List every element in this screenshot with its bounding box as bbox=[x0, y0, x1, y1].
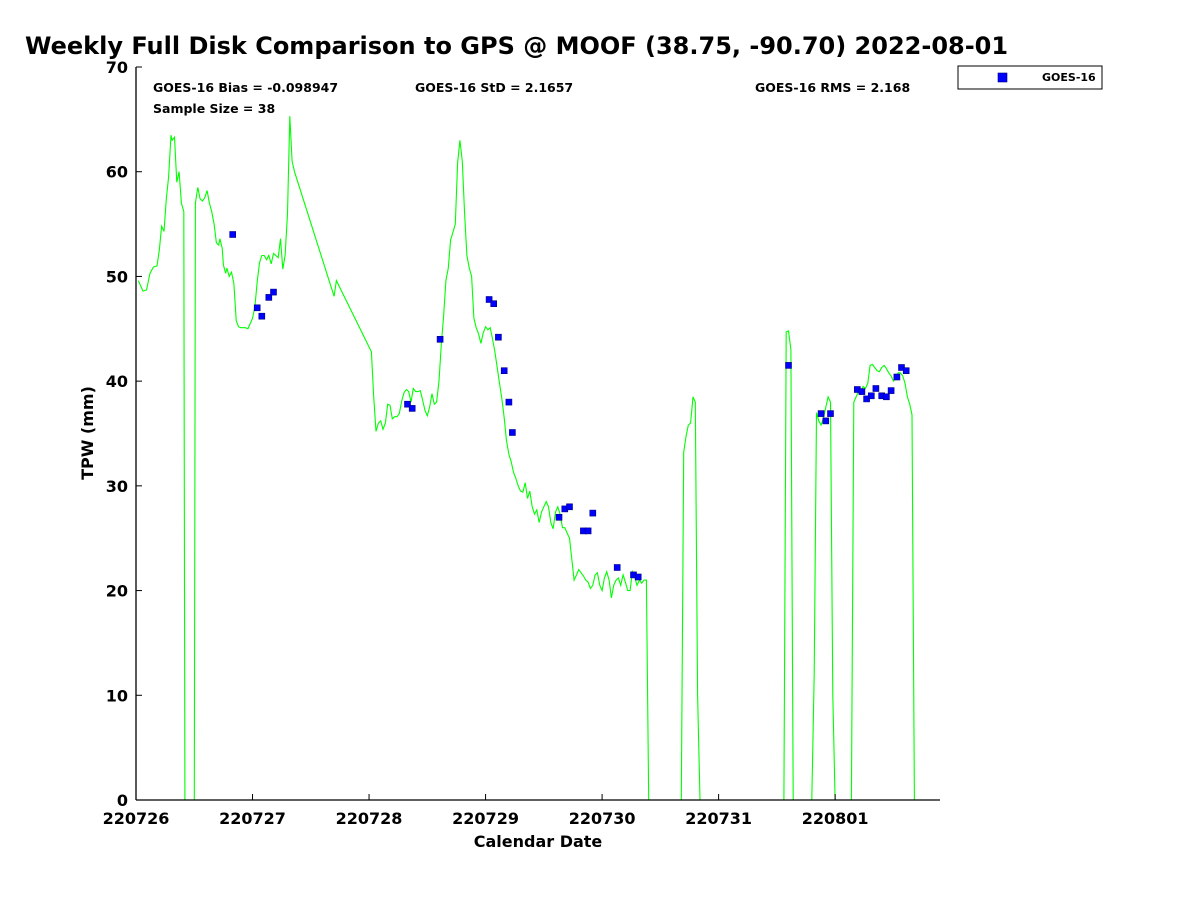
x-tick-label: 220801 bbox=[802, 809, 869, 828]
goes16-point bbox=[555, 513, 563, 521]
goes16-point bbox=[408, 405, 416, 412]
bias-stat: GOES-16 Bias = -0.098947 bbox=[153, 80, 338, 95]
gps-tpw-line bbox=[137, 116, 915, 801]
goes16-point bbox=[436, 335, 444, 343]
goes16-point bbox=[265, 294, 273, 301]
goes16-point bbox=[613, 564, 621, 571]
y-axis-label: TPW (mm) bbox=[78, 386, 97, 480]
goes16-point bbox=[505, 398, 513, 406]
goes16-point bbox=[258, 312, 266, 320]
goes16-point bbox=[509, 429, 516, 436]
legend: GOES-16 bbox=[957, 65, 1103, 90]
gps-series bbox=[137, 116, 915, 801]
goes16-point bbox=[500, 367, 508, 375]
x-axis-label: Calendar Date bbox=[474, 832, 603, 851]
goes16-point bbox=[584, 527, 592, 535]
goes16-point bbox=[634, 573, 642, 581]
y-tick-label: 70 bbox=[106, 58, 128, 77]
goes16-point bbox=[485, 296, 493, 303]
goes16-point bbox=[902, 367, 910, 375]
x-tick-label: 220731 bbox=[685, 809, 752, 828]
y-tick-label: 40 bbox=[106, 372, 128, 391]
legend-marker-goes16 bbox=[997, 72, 1008, 83]
goes16-point bbox=[822, 417, 830, 425]
goes16-point bbox=[270, 288, 277, 296]
goes16-point bbox=[887, 387, 895, 394]
goes16-point bbox=[566, 503, 573, 511]
x-tick-label: 220728 bbox=[336, 809, 403, 828]
x-tick-label: 220726 bbox=[103, 809, 170, 828]
y-tick-label: 0 bbox=[117, 791, 128, 810]
plot-background bbox=[136, 67, 940, 800]
goes16-point bbox=[404, 400, 411, 408]
y-tick-label: 60 bbox=[106, 163, 128, 182]
x-tick-label: 220729 bbox=[452, 809, 519, 828]
rms-stat: GOES-16 RMS = 2.168 bbox=[755, 80, 910, 95]
goes16-point bbox=[867, 392, 875, 400]
goes16-point bbox=[589, 509, 597, 517]
legend-label-goes16: GOES-16 bbox=[1042, 71, 1096, 84]
chart-title: Weekly Full Disk Comparison to GPS @ MOO… bbox=[25, 32, 1008, 60]
goes16-point bbox=[495, 333, 502, 341]
goes16-point bbox=[893, 373, 901, 381]
goes16-point bbox=[883, 393, 890, 401]
legend-box bbox=[957, 65, 1103, 90]
goes16-point bbox=[827, 410, 834, 417]
x-tick-label: 220727 bbox=[219, 809, 286, 828]
goes16-point bbox=[229, 231, 236, 238]
goes16-point bbox=[817, 410, 825, 417]
y-tick-label: 10 bbox=[106, 686, 128, 705]
y-tick-label: 30 bbox=[106, 477, 128, 496]
y-tick-label: 20 bbox=[106, 582, 128, 601]
goes16-point bbox=[872, 385, 880, 392]
goes16-point bbox=[253, 304, 261, 312]
goes16-point bbox=[785, 362, 792, 369]
y-tick-label: 50 bbox=[106, 267, 128, 286]
x-tick-label: 220730 bbox=[569, 809, 636, 828]
goes16-point bbox=[858, 388, 866, 395]
axes: 0 10 20 30 40 50 60 70 220726 220727 220728 220729 2… bbox=[103, 58, 940, 828]
plot-area bbox=[136, 67, 940, 800]
goes16-series bbox=[229, 231, 910, 581]
goes16-point bbox=[490, 300, 498, 308]
sample-size-stat: Sample Size = 38 bbox=[153, 101, 275, 116]
std-stat: GOES-16 StD = 2.1657 bbox=[415, 80, 573, 95]
